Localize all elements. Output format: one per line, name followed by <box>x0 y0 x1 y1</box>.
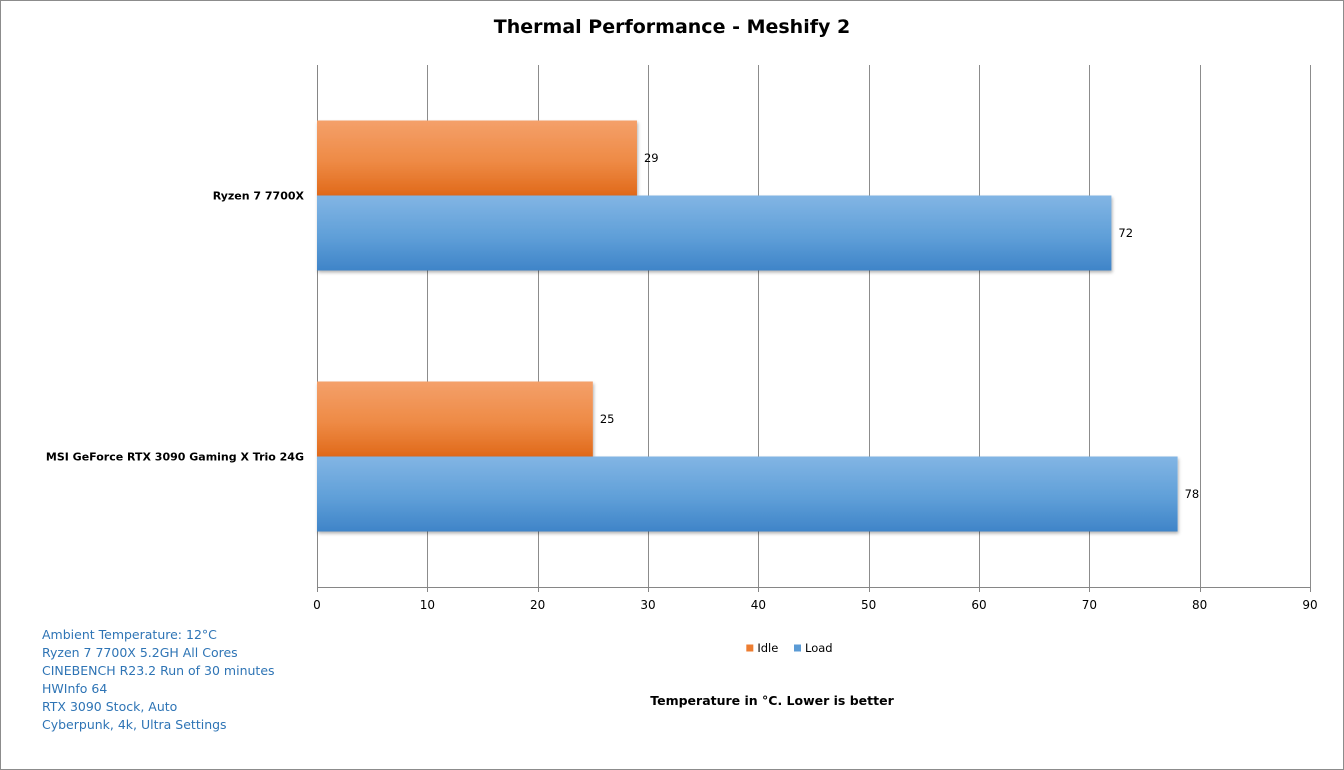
data-label: 29 <box>644 151 659 165</box>
legend: Idle Load <box>746 641 833 655</box>
category-labels: Ryzen 7 7700X MSI GeForce RTX 3090 Gaming… <box>46 190 305 464</box>
bars <box>317 120 1178 532</box>
x-tick-label: 50 <box>861 598 876 612</box>
bar-load <box>317 456 1178 532</box>
x-tick-label: 30 <box>640 598 655 612</box>
bar-load <box>317 195 1112 271</box>
data-label: 25 <box>600 412 615 426</box>
note-line: HWInfo 64 <box>42 681 108 696</box>
x-tick-label: 10 <box>420 598 435 612</box>
test-notes: Ambient Temperature: 12°C Ryzen 7 7700X 5… <box>42 626 275 734</box>
legend-label-idle: Idle <box>757 641 778 655</box>
x-axis-title: Temperature in °C. Lower is better <box>650 693 894 708</box>
chart-title: Thermal Performance - Meshify 2 <box>494 16 850 38</box>
category-label: Ryzen 7 7700X <box>213 190 305 203</box>
note-line: Cyberpunk, 4k, Ultra Settings <box>42 717 227 732</box>
legend-swatch-idle <box>746 644 754 652</box>
x-tick-labels: 0 10 20 30 40 50 60 70 80 90 <box>313 598 1317 612</box>
note-line: Ryzen 7 7700X 5.2GH All Cores <box>42 645 238 660</box>
data-label: 78 <box>1185 487 1200 501</box>
x-tick-label: 20 <box>530 598 545 612</box>
note-line: RTX 3090 Stock, Auto <box>42 699 178 714</box>
note-line: Ambient Temperature: 12°C <box>42 627 217 642</box>
x-tick-label: 90 <box>1302 598 1317 612</box>
category-label: MSI GeForce RTX 3090 Gaming X Trio 24G <box>46 451 304 464</box>
x-tick-label: 40 <box>751 598 766 612</box>
x-tick-label: 60 <box>971 598 986 612</box>
data-labels: 29 72 25 78 <box>600 151 1199 501</box>
legend-swatch-load <box>794 644 801 652</box>
bar-idle <box>317 381 593 457</box>
data-label: 72 <box>1118 226 1133 240</box>
x-tick-label: 0 <box>313 598 321 612</box>
note-line: CINEBENCH R23.2 Run of 30 minutes <box>42 663 275 678</box>
bar-idle <box>317 120 637 196</box>
x-tick-label: 80 <box>1192 598 1207 612</box>
x-tick-label: 70 <box>1082 598 1097 612</box>
legend-label-load: Load <box>805 641 833 655</box>
